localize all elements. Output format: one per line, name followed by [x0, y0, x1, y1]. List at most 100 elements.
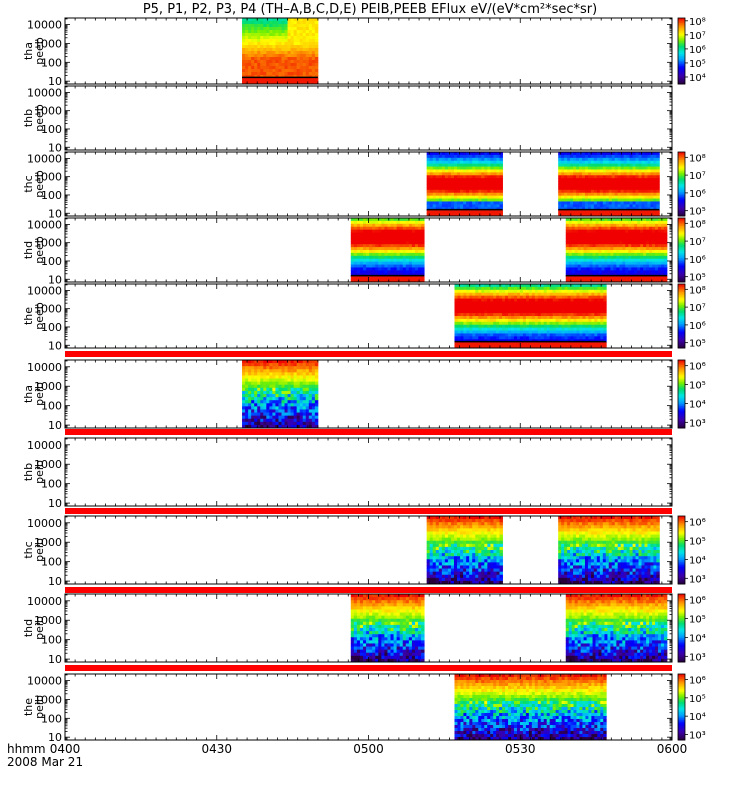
spectrogram-cell [579, 342, 583, 346]
spectrogram-cell [508, 304, 512, 308]
spectrogram-cell [590, 157, 595, 162]
spectrogram-cell [421, 264, 425, 268]
spectrogram-cell [475, 163, 479, 167]
spectrogram-cell [363, 229, 367, 233]
spectrogram-cell [242, 60, 246, 64]
spectrogram-cell [646, 238, 650, 242]
spectrogram-cell [466, 321, 470, 326]
spectrogram-cell [596, 169, 601, 173]
spectrogram-cell [257, 54, 261, 58]
spectrogram-cell [540, 307, 545, 311]
spectrogram-cell [625, 226, 629, 231]
spectrogram-cell [561, 313, 565, 317]
spectrogram-cell [625, 235, 629, 239]
spectrogram-cell [534, 298, 539, 302]
spectrogram-cell [573, 195, 577, 199]
spectrogram-cell [511, 330, 515, 334]
spectrogram-cell [552, 318, 557, 323]
spectrogram-cell [565, 238, 570, 242]
spectrogram-cell [655, 255, 659, 260]
spectrogram-cell [296, 18, 301, 22]
spectrogram-cell [463, 178, 467, 182]
spectrogram-cell [499, 327, 503, 331]
spectrogram-cell [493, 301, 497, 305]
spectrogram-cell [381, 241, 385, 245]
spectrogram-cell [643, 223, 647, 228]
spectrogram-cell [296, 48, 301, 52]
spectrogram-cell [646, 264, 650, 268]
spectrogram-cell [311, 33, 316, 37]
spectrogram-cell [640, 229, 644, 233]
spectrogram-cell [593, 166, 598, 170]
spectrogram-cell [411, 244, 416, 248]
spectrogram-cell [598, 241, 602, 245]
spectrogram-cell [460, 172, 464, 176]
spectrogram-cell [637, 229, 641, 233]
spectrogram-cell [543, 345, 548, 349]
spectrogram-cell [353, 229, 358, 233]
spectrogram-cell [369, 244, 373, 248]
spectrogram-cell [254, 45, 258, 49]
spectrogram-cell [384, 267, 388, 271]
colorbar-cell [678, 261, 685, 264]
spectrogram-cell [426, 213, 431, 217]
spectrogram-cell [604, 235, 608, 239]
spectrogram-cell [663, 255, 668, 260]
spectrogram-cell [586, 279, 590, 283]
spectrogram-cell [619, 250, 623, 254]
spectrogram-cell [496, 330, 500, 334]
spectrogram-cell [254, 57, 258, 61]
colorbar-cell [678, 32, 685, 35]
spectrogram-cell [522, 345, 527, 349]
spectrogram-cell [469, 292, 473, 297]
spectrogram-cell [484, 298, 488, 302]
spectrogram-cell [558, 152, 562, 156]
spectrogram-cell [602, 172, 607, 176]
spectrogram-cell [650, 154, 654, 159]
spectrogram-cell [411, 267, 416, 271]
spectrogram-cell [314, 36, 319, 40]
spectrogram-cell [653, 163, 657, 167]
spectrogram-cell [649, 226, 653, 231]
spectrogram-cell [499, 333, 503, 337]
spectrogram-cell [499, 321, 503, 326]
spectrogram-cell [481, 163, 485, 167]
spectrogram-cell [450, 213, 455, 217]
spectrogram-cell [432, 154, 437, 159]
spectrogram-cell [587, 163, 592, 167]
spectrogram-cell [248, 48, 252, 52]
spectrogram-cell [598, 258, 602, 263]
spectrogram-cell [466, 327, 470, 331]
spectrogram-cell [499, 160, 503, 165]
spectrogram-cell [652, 261, 656, 265]
spectrogram-cell [519, 345, 524, 349]
spectrogram-cell [568, 232, 573, 236]
colorbar-cell [678, 274, 685, 277]
spectrogram-cell [580, 267, 585, 271]
spectrogram-cell [478, 286, 482, 291]
spectrogram-cell [447, 178, 452, 182]
spectrogram-cell [655, 223, 659, 228]
spectrogram-cell [384, 220, 388, 225]
spectrogram-cell [435, 189, 440, 194]
spectrogram-cell [579, 327, 583, 331]
spectrogram-cell [478, 316, 482, 320]
colorbar-cell [678, 275, 685, 278]
spectrogram-cell [293, 51, 298, 55]
spectrogram-cell [478, 333, 482, 337]
spectrogram-cell [366, 258, 370, 263]
spectrogram-cell [573, 204, 577, 208]
spectrogram-cell [564, 213, 568, 217]
spectrogram-cell [296, 57, 301, 61]
spectrogram-cell [652, 258, 656, 263]
spectrogram-cell [602, 166, 607, 170]
spectrogram-cell [405, 255, 410, 260]
spectrogram-cell [590, 184, 595, 188]
spectrogram-cell [496, 289, 500, 294]
spectrogram-cell [393, 279, 398, 283]
spectrogram-cell [269, 66, 273, 70]
spectrogram-cell [631, 244, 635, 248]
spectrogram-cell [660, 241, 665, 245]
spectrogram-cell [359, 247, 364, 251]
spectrogram-cell [290, 66, 295, 70]
